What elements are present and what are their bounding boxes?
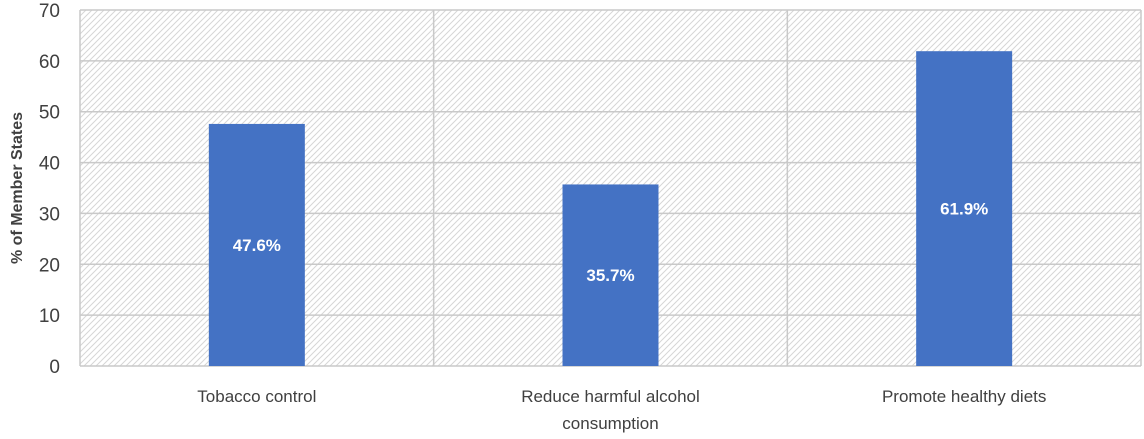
y-axis-ticks: 0 10 20 30 40 50 60 70 <box>39 1 60 378</box>
y-axis-title: % of Member States <box>9 112 26 264</box>
y-tick-label: 30 <box>39 204 60 225</box>
y-tick-label: 60 <box>39 52 60 73</box>
y-tick-label: 10 <box>39 306 60 327</box>
x-axis-categories: Tobacco control Reduce harmful alcohol con… <box>197 387 1046 433</box>
x-category-label: Tobacco control <box>197 387 316 406</box>
y-tick-label: 20 <box>39 255 60 276</box>
x-category-label: Promote healthy diets <box>882 387 1046 406</box>
y-tick-label: 70 <box>39 1 60 22</box>
y-tick-label: 0 <box>49 357 60 378</box>
y-tick-label: 40 <box>39 154 60 175</box>
bars: 47.6% 35.7% 61.9% <box>208 51 1013 367</box>
bar-data-label: 35.7% <box>586 266 634 285</box>
y-tick-label: 50 <box>39 103 60 124</box>
bar <box>208 123 305 366</box>
bar <box>916 51 1013 367</box>
bar-data-label: 47.6% <box>233 236 281 255</box>
bar-data-label: 61.9% <box>940 200 988 219</box>
x-category-label: Reduce harmful alcohol <box>521 387 700 406</box>
x-category-label: consumption <box>562 414 658 433</box>
bar <box>562 184 659 366</box>
